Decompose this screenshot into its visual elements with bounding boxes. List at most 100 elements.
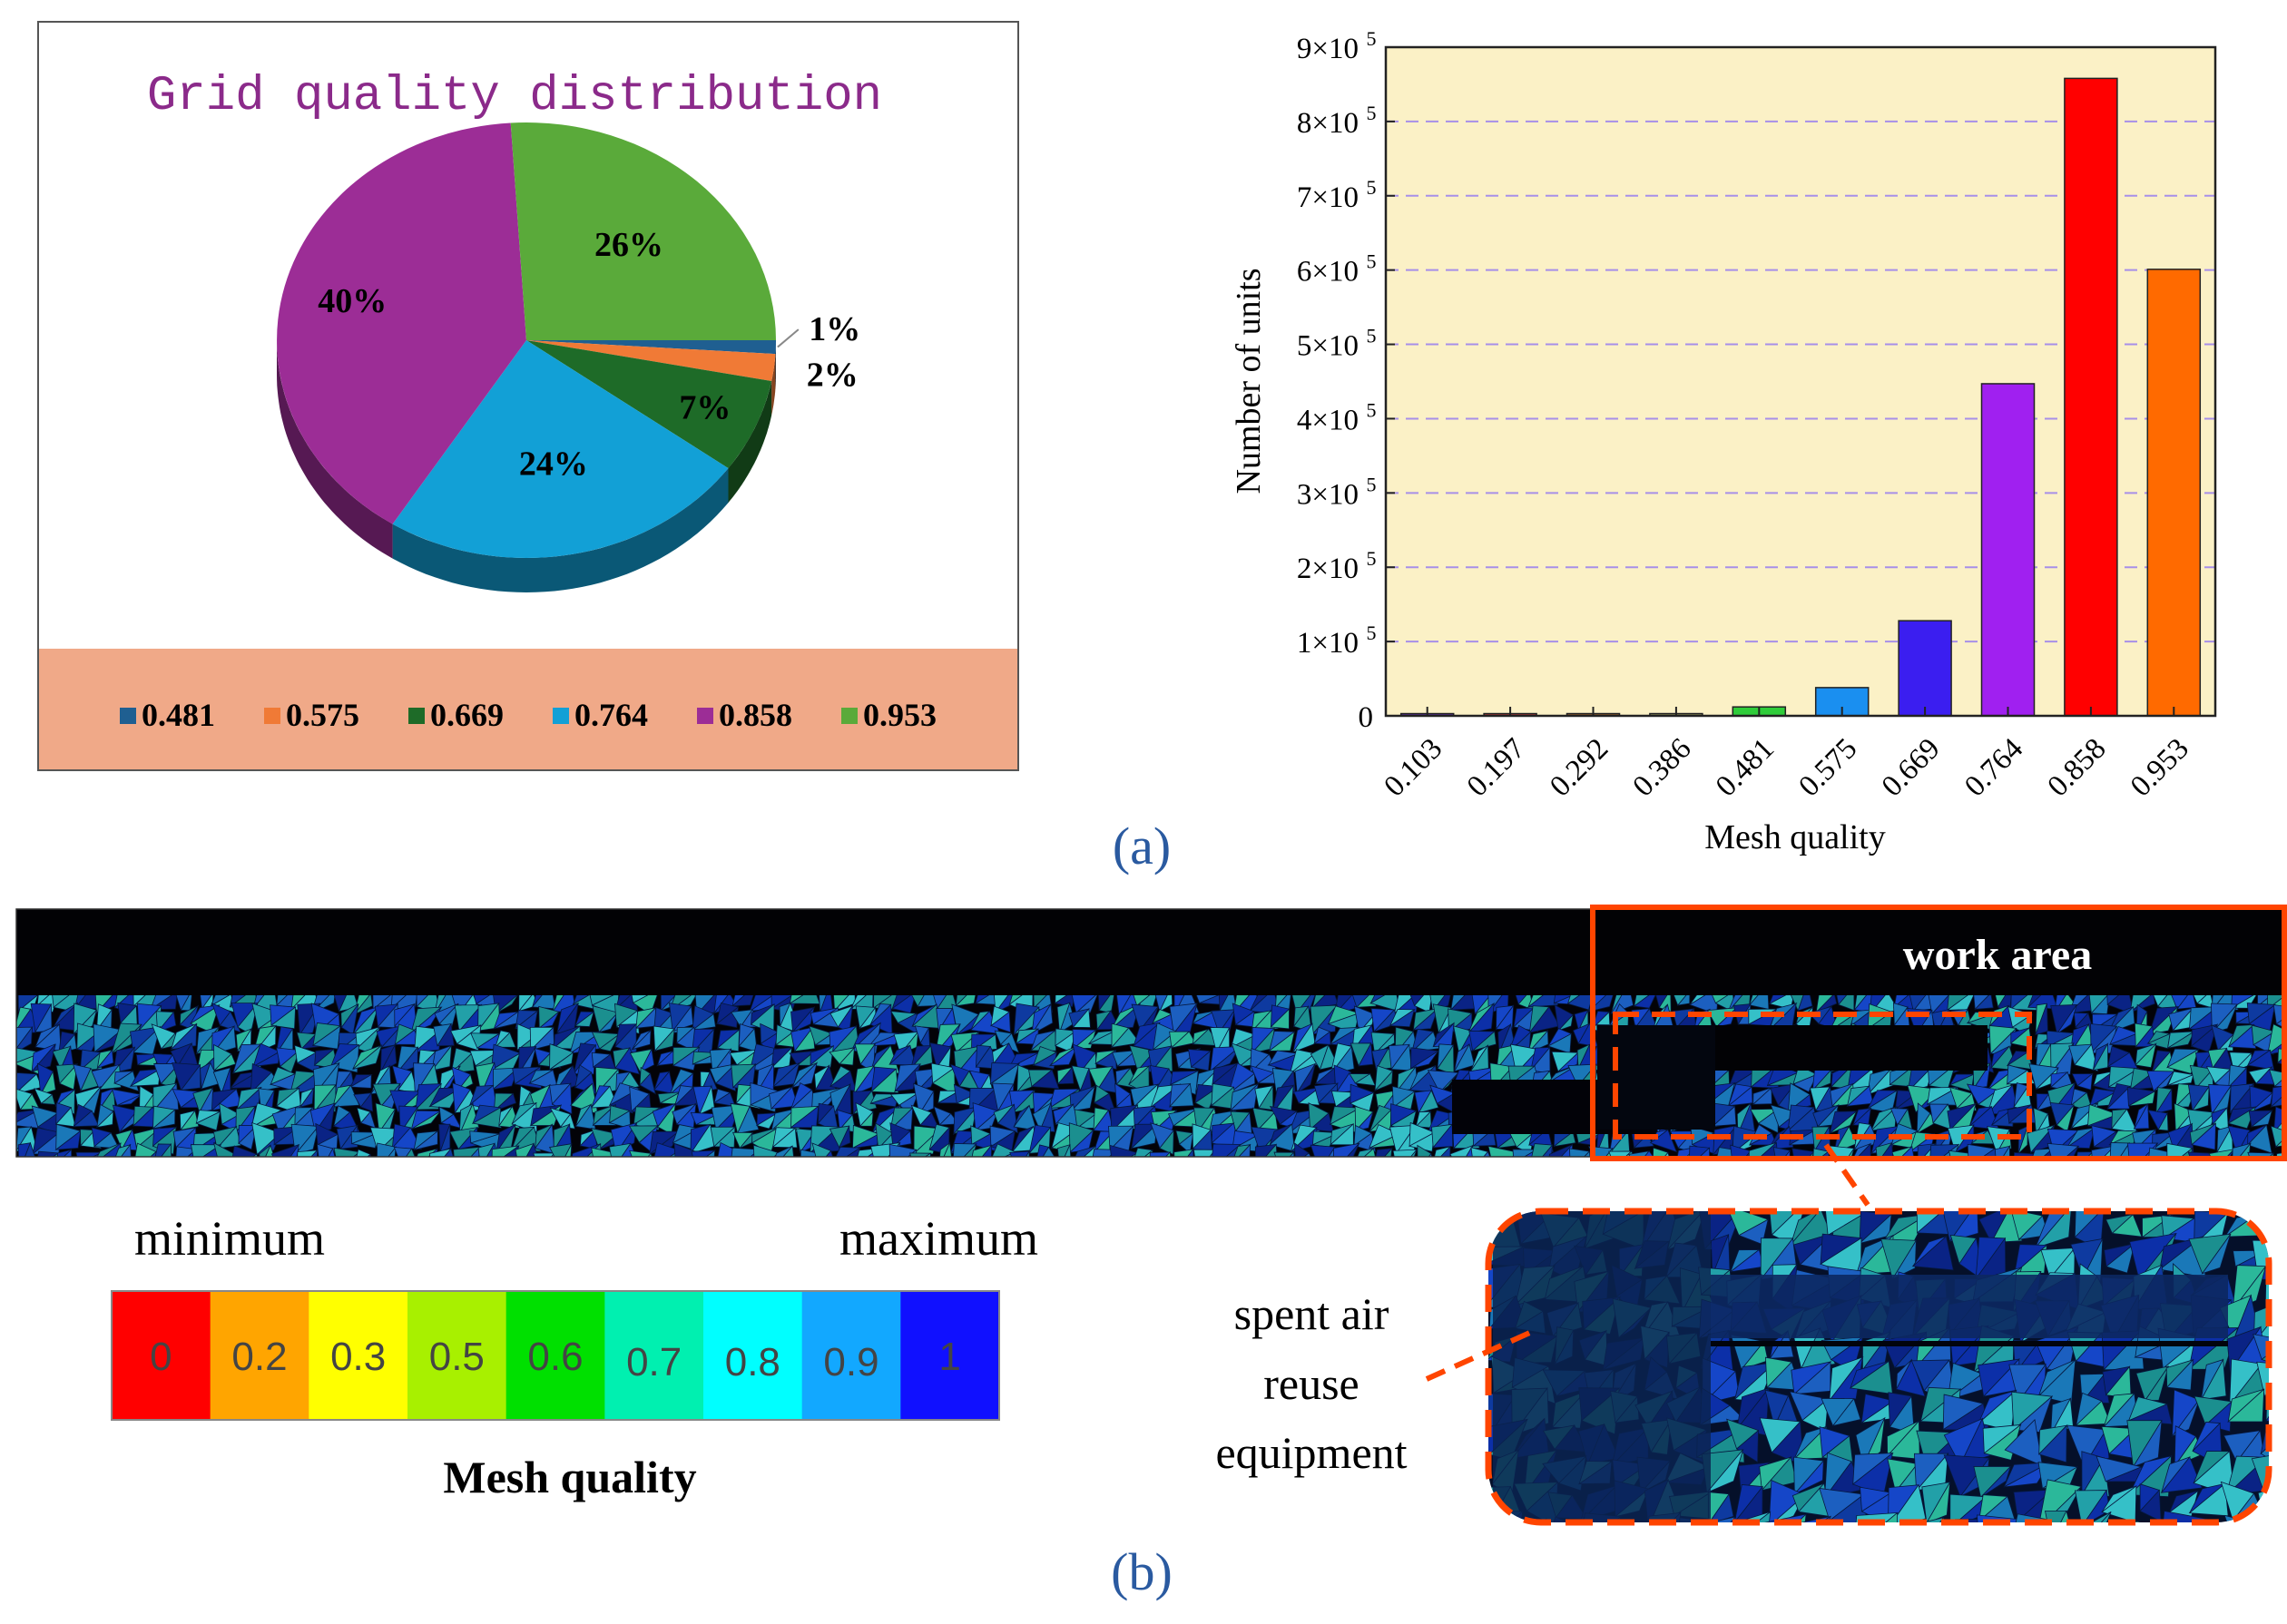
strip-cell <box>1193 1149 1216 1157</box>
equipment-label-line-2: reuse <box>1263 1358 1359 1409</box>
strip-cell <box>2091 1145 2116 1157</box>
inset-cell <box>1787 1515 1831 1522</box>
inset-cell <box>2008 1513 2051 1522</box>
strip-cell <box>1557 1013 1574 1032</box>
strip-cell <box>539 1011 560 1029</box>
strip-cell <box>2119 1141 2131 1157</box>
strip-cell <box>95 1110 114 1129</box>
strip-cell <box>1383 1147 1393 1157</box>
strip-cell <box>1428 1152 1433 1157</box>
strip-cell <box>1608 1150 1633 1157</box>
bar-0.669 <box>1898 620 1952 717</box>
strip-cell <box>359 1091 374 1112</box>
strip-cell <box>1009 1150 1030 1157</box>
legend-swatch-0.858 <box>697 708 713 724</box>
strip-cell <box>815 1064 837 1091</box>
strip-cell <box>2032 1148 2055 1157</box>
strip-cell <box>494 1092 517 1112</box>
inset-cell <box>1950 1518 1992 1522</box>
strip-cell <box>1410 1051 1439 1070</box>
pie-side-0.481 <box>775 340 776 389</box>
strip-cell <box>59 1062 78 1091</box>
strip-cell <box>771 1046 792 1069</box>
strip-cell <box>1791 1148 1815 1157</box>
inset-cell <box>2075 1400 2112 1426</box>
strip-cell <box>149 990 178 1011</box>
strip-cell <box>299 1087 315 1108</box>
strip-cell <box>1096 1065 1118 1093</box>
strip-cell <box>1390 1043 1413 1071</box>
strip-cell <box>1967 1143 1996 1157</box>
strip-cell <box>494 1032 516 1048</box>
inset-mesh-cells <box>1488 1211 2269 1522</box>
strip-cell <box>2109 1142 2130 1157</box>
strip-cell <box>1083 1145 1096 1157</box>
strip-cell <box>653 1142 682 1157</box>
bar-x-tick-label: 0.481 <box>1710 732 1781 803</box>
inset-cell <box>2110 1520 2141 1522</box>
scale-cell-label: 0 <box>150 1335 172 1379</box>
scale-border <box>111 1290 1000 1421</box>
strip-cell <box>639 1072 656 1095</box>
scale-max-label: maximum <box>839 1211 1038 1266</box>
strip-cell <box>1273 1151 1295 1157</box>
strip-cell <box>2128 1091 2156 1107</box>
strip-cell <box>1303 1152 1311 1157</box>
strip-cell <box>25 1141 35 1157</box>
strip-cell <box>1030 1069 1060 1090</box>
strip-cell <box>835 1146 861 1157</box>
pie-chart-panel: Grid quality distribution 1% 2% 7% 24% 40% 26… <box>37 21 1019 771</box>
strip-cell <box>195 1110 221 1131</box>
strip-cell <box>2250 1109 2273 1128</box>
bar-y-tick-label: 8×10 <box>1297 107 1359 140</box>
strip-cell <box>340 1003 359 1036</box>
strip-cell <box>1449 1144 1474 1157</box>
strip-cell <box>1730 1144 1752 1157</box>
bar-y-axis-label: Number of units <box>1230 268 1268 494</box>
strip-cell <box>1109 1144 1139 1157</box>
strip-cell <box>1289 1151 1295 1157</box>
strip-cell <box>1418 1089 1439 1114</box>
bar-x-tick-label: 0.197 <box>1461 732 1532 803</box>
strip-cell <box>1070 1084 1096 1112</box>
strip-cell <box>1042 1146 1055 1157</box>
strip-cell <box>114 1143 132 1157</box>
strip-cell <box>598 1033 621 1052</box>
strip-cell <box>180 1110 200 1131</box>
scale-cell-label: 0.7 <box>626 1340 682 1384</box>
strip-cell <box>1178 1131 1194 1155</box>
inset-cell <box>1794 1460 1824 1495</box>
strip-cell <box>529 1026 555 1052</box>
inset-cell <box>1911 1235 1954 1271</box>
inset-cell <box>1917 1517 1945 1522</box>
strip-cell <box>1346 1143 1359 1157</box>
strip-cell <box>440 1113 463 1130</box>
scale-cell-0.6 <box>505 1291 605 1420</box>
strip-cell <box>40 1093 56 1105</box>
scale-cell-0.3 <box>309 1291 408 1420</box>
pie-side-wall <box>277 340 776 592</box>
strip-cell <box>1453 1042 1476 1072</box>
strip-cell <box>705 1150 716 1157</box>
legend-label-0.858: 0.858 <box>719 697 792 733</box>
strip-cell <box>150 1150 157 1157</box>
bar-y-tick-exponent: 5 <box>1367 398 1377 421</box>
strip-cell <box>775 1145 793 1157</box>
bar-chart-panel: 0 1×10 5 2×10 5 3×10 5 4×10 5 5×10 5 6×10 5 7×10 5 8×10… <box>1230 27 2217 856</box>
strip-cell <box>632 988 661 1015</box>
strip-cell <box>1258 1084 1274 1110</box>
strip-cell <box>2013 1151 2037 1157</box>
strip-cell <box>839 1046 855 1066</box>
inset-cell <box>2139 1489 2162 1522</box>
strip-cell <box>2190 1022 2219 1053</box>
strip-cell <box>132 1025 162 1055</box>
pie-data-label: 2% <box>807 357 859 395</box>
strip-cell <box>1439 1072 1459 1093</box>
strip-cell <box>1159 1129 1174 1156</box>
strip-cell <box>1809 1151 1815 1157</box>
strip-cell <box>909 1044 933 1070</box>
strip-cell <box>2208 1149 2235 1157</box>
strip-cell <box>1238 1143 1251 1157</box>
strip-cell <box>134 1142 157 1157</box>
strip-cell <box>1036 1144 1050 1157</box>
